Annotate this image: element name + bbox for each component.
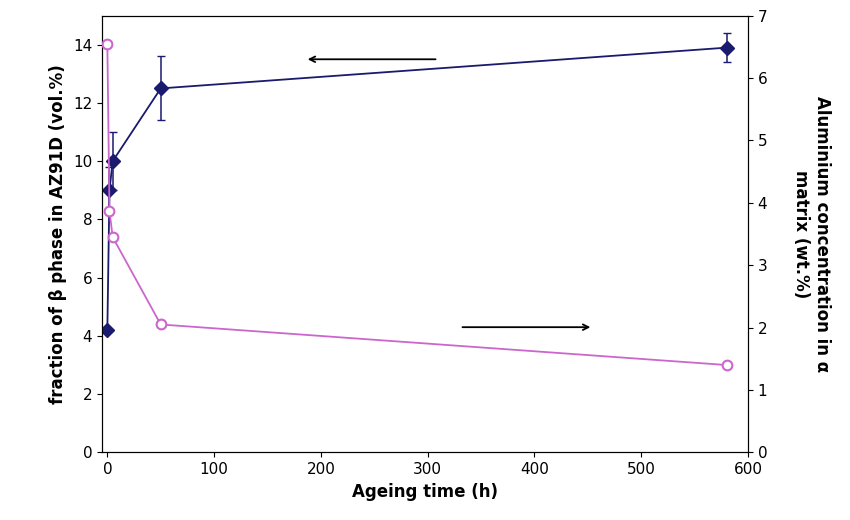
Y-axis label: fraction of β phase in AZ91D (vol.%): fraction of β phase in AZ91D (vol.%) xyxy=(49,64,67,404)
X-axis label: Ageing time (h): Ageing time (h) xyxy=(352,483,498,501)
Y-axis label: Aluminium concentration in α
matrix (wt.%): Aluminium concentration in α matrix (wt.… xyxy=(792,96,831,372)
